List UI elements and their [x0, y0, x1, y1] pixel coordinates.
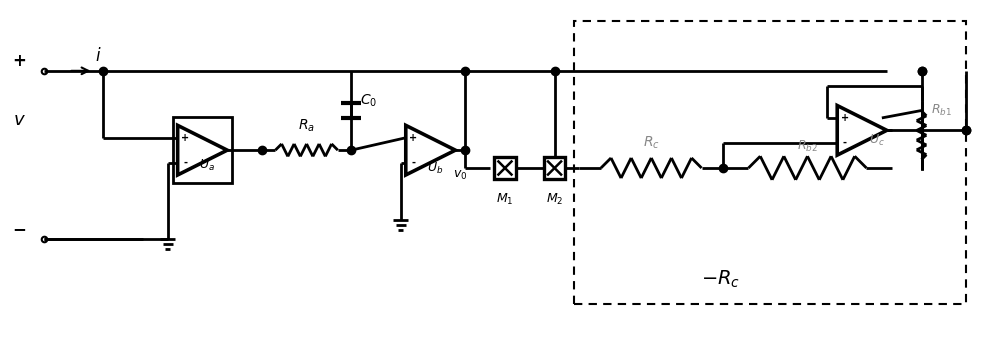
Text: $R_{b1}$: $R_{b1}$ [931, 103, 952, 118]
Text: $R_c$: $R_c$ [643, 135, 660, 151]
Text: +: + [181, 133, 189, 143]
Text: $U_c$: $U_c$ [869, 133, 885, 148]
Text: $v_0$: $v_0$ [453, 168, 468, 182]
Text: $R_a$: $R_a$ [298, 117, 315, 134]
Text: -: - [843, 138, 847, 148]
Text: -: - [183, 157, 187, 168]
Bar [544, 157, 565, 179]
Text: $v$: $v$ [13, 112, 25, 130]
Text: +: + [409, 133, 417, 143]
Text: $-R_c$: $-R_c$ [701, 269, 740, 290]
Text: $M_2$: $M_2$ [546, 192, 563, 207]
Text: −: − [12, 221, 26, 238]
Text: +: + [12, 52, 26, 70]
Text: $C_0$: $C_0$ [360, 92, 378, 109]
Text: $i$: $i$ [95, 47, 102, 65]
Text: $R_{b2}$: $R_{b2}$ [797, 139, 818, 154]
Text: $U_a$: $U_a$ [199, 157, 215, 173]
Bar [494, 157, 516, 179]
Text: -: - [411, 157, 415, 168]
Text: $U_b$: $U_b$ [427, 160, 444, 175]
Bar [574, 21, 966, 304]
Text: +: + [841, 113, 849, 123]
Text: $M_1$: $M_1$ [496, 192, 514, 207]
Bar [173, 117, 232, 183]
